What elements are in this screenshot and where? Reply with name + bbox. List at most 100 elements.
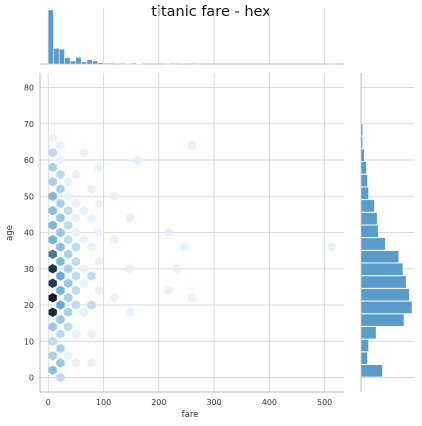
hex-cell (71, 300, 81, 310)
fare-histogram-bar (75, 57, 82, 65)
hex-cell (48, 162, 57, 173)
hex-cell (64, 205, 73, 216)
fare-histogram-bar (86, 59, 93, 65)
hex-cell (48, 336, 57, 347)
hex-cell (64, 249, 73, 260)
x-tick-label: 500 (317, 398, 332, 407)
age-histogram-bar (360, 212, 378, 225)
hex-cell (71, 227, 81, 238)
y-tick-label: 70 (24, 120, 34, 129)
hex-cell (187, 292, 197, 303)
x-tick-label: 400 (262, 398, 277, 407)
age-histogram-bar (360, 199, 375, 213)
hex-cell (79, 278, 88, 289)
hex-cell (87, 184, 96, 194)
fare-histogram-bar (92, 60, 98, 65)
hex-cell (172, 263, 181, 274)
hex-cell (79, 307, 88, 318)
hex-cell (110, 191, 119, 202)
age-histogram-bar (360, 174, 368, 187)
hex-cell (327, 242, 336, 252)
y-tick-label: 0 (29, 374, 34, 383)
x-tick-label: 200 (151, 398, 166, 407)
y-tick-label: 50 (24, 192, 34, 201)
hex-cell (64, 321, 73, 332)
hex-cell (48, 176, 57, 187)
fare-histogram-bar (70, 60, 76, 65)
hex-cell (48, 350, 57, 361)
fare-histogram-bar (191, 63, 198, 65)
hex-cell (94, 285, 104, 296)
hex-cell (64, 234, 73, 245)
y-tick-label: 30 (24, 265, 34, 274)
hex-cell (56, 372, 65, 383)
hex-cell (187, 140, 197, 151)
hex-cell (71, 213, 81, 223)
hex-cell (71, 242, 81, 252)
hex-cell (87, 358, 96, 368)
y-tick-label: 40 (24, 229, 34, 238)
x-tick-label: 100 (96, 398, 111, 407)
age-histogram-bar (360, 301, 413, 314)
chart-title: titanic fare - hex (151, 4, 271, 20)
hex-cell (94, 256, 104, 267)
y-tick-label: 80 (24, 84, 34, 93)
hex-cell (48, 292, 57, 303)
hex-cell (71, 256, 81, 267)
hex-cell (87, 329, 96, 339)
age-histogram-bar (360, 250, 399, 263)
fare-histogram-bar (81, 61, 87, 65)
hex-cell (94, 162, 104, 173)
hex-cell (79, 205, 88, 216)
hex-cell (48, 133, 57, 144)
fare-histogram-bar (108, 63, 115, 65)
hex-cell (56, 242, 65, 252)
hex-cell (79, 147, 88, 158)
hex-cell (133, 155, 142, 165)
hex-cell (56, 329, 65, 339)
age-histogram-bar (360, 148, 365, 162)
hex-cell (48, 147, 57, 158)
hex-cell (48, 307, 57, 318)
hex-cell (56, 300, 65, 310)
age-histogram-bar (360, 123, 363, 137)
fare-histogram-bar (64, 57, 71, 65)
hex-cell (48, 191, 57, 202)
hex-cell (56, 169, 65, 180)
hex-cell (64, 220, 73, 231)
hex-cell (125, 307, 135, 318)
hex-cell (56, 184, 65, 194)
hex-cell (64, 307, 73, 318)
hex-cell (71, 329, 81, 339)
hex-cell (48, 365, 57, 376)
age-histogram-bar (360, 339, 369, 352)
fare-marginal-histogram (40, 8, 344, 65)
y-tick-label: 60 (24, 156, 34, 165)
hex-cell (48, 321, 57, 332)
x-tick-label: 300 (206, 398, 221, 407)
age-histogram-bar (360, 313, 405, 327)
x-tick-label: 0 (46, 398, 51, 407)
hex-cell (56, 358, 65, 368)
fare-histogram-bar (119, 63, 126, 65)
hex-cell (48, 263, 57, 274)
y-axis-label: age (5, 225, 15, 241)
hex-cell (48, 249, 57, 260)
hex-cell (56, 155, 65, 165)
hex-cell (164, 227, 173, 238)
age-histogram-bar (360, 275, 407, 289)
fare-histogram-bar (53, 48, 60, 65)
hex-cell (71, 198, 81, 209)
hex-cell (87, 242, 96, 252)
fare-histogram-bar (59, 49, 65, 65)
hex-cell (56, 256, 65, 267)
hex-cell (64, 350, 73, 361)
hex-cell (125, 213, 135, 223)
y-tick-label: 20 (24, 301, 34, 310)
hex-cell (56, 343, 65, 354)
hex-cell (71, 285, 81, 296)
hex-cell (64, 278, 73, 289)
hex-cell (48, 205, 57, 216)
hex-cell (87, 300, 96, 310)
